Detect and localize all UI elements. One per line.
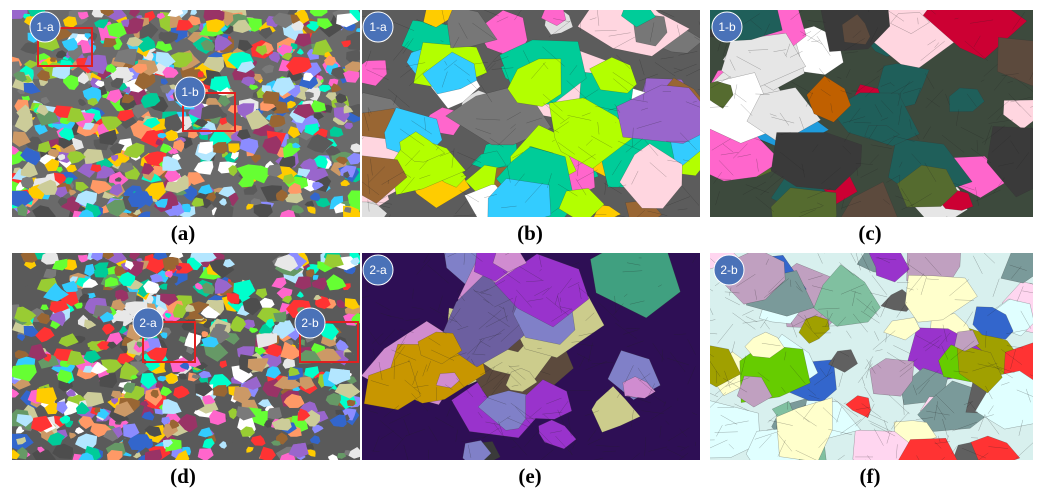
panel-image: 2-a 2-b <box>4 247 370 465</box>
panel-caption: (a) <box>171 221 196 245</box>
mesh-edge <box>946 216 968 232</box>
figure: 1-a 1-b (a) 1-a (b) 1-b (c) 2-a 2-b (d) 2-a (e) 2-b (… <box>0 0 1041 497</box>
panel-caption: (e) <box>518 464 541 488</box>
badge-label: 1-b <box>181 85 199 99</box>
badge-label: 2-b <box>720 263 738 277</box>
panel-caption: (b) <box>517 221 543 245</box>
panel-caption: (f) <box>860 464 881 488</box>
mesh-edge <box>700 437 704 439</box>
segments <box>687 0 1041 243</box>
badge-label: 2-b <box>301 316 319 330</box>
badge-label: 2-a <box>369 263 387 277</box>
panel-image: 1-a 1-b <box>2 0 369 224</box>
panel-image: 1-b <box>687 0 1041 243</box>
panel-caption: (d) <box>170 464 196 488</box>
segment <box>348 190 364 204</box>
mesh-edge <box>825 243 828 254</box>
badge-label: 1-a <box>369 20 387 34</box>
segments <box>4 247 370 465</box>
panel-image: 2-a <box>351 237 704 472</box>
panel-caption: (c) <box>858 221 881 245</box>
badge-label: 1-a <box>36 20 54 34</box>
segments <box>351 237 704 472</box>
panel-image: 1-a <box>318 0 719 239</box>
segment <box>1001 247 1041 283</box>
panel-image: 2-b <box>680 233 1041 482</box>
badge-label: 1-b <box>718 20 736 34</box>
badge-label: 2-a <box>139 316 157 330</box>
mesh-edge <box>868 0 877 12</box>
